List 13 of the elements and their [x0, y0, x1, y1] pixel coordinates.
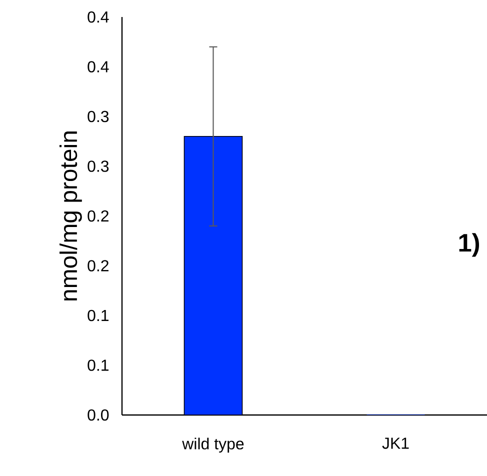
y-tick-label: 0.0	[88, 409, 109, 421]
x-tick-label: JK1	[382, 438, 409, 449]
y-tick-label: 0.3	[88, 160, 109, 172]
y-axis-title: nmol/mg protein	[60, 132, 82, 300]
y-tick-label: 0.2	[88, 260, 108, 272]
y-tick-label: 0.4	[88, 61, 109, 72]
x-tick-label: wild type	[182, 438, 244, 453]
y-tick-label: 0.2	[88, 210, 108, 222]
y-tick-label: 0.1	[88, 360, 109, 371]
y-tick-label: 0.4	[88, 11, 109, 23]
annotation: 1)	[459, 233, 480, 257]
y-tick-label: 0.1	[88, 310, 109, 322]
y-tick-label: 0.3	[88, 110, 109, 122]
